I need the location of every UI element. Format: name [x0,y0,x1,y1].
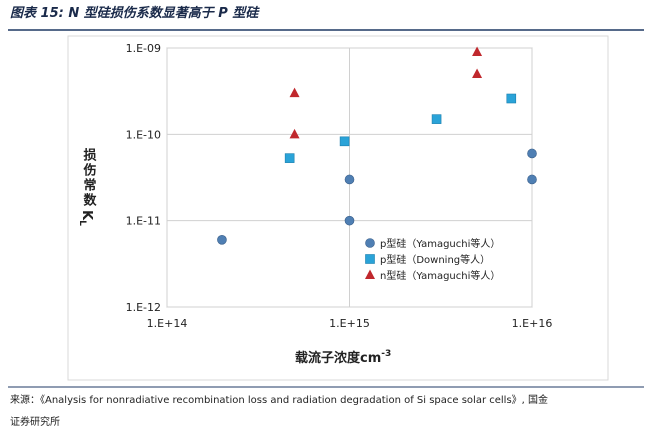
marker [472,68,483,78]
legend-label: p型硅（Downing等人） [380,253,490,266]
marker [344,215,355,226]
source-line: 证券研究所 [10,415,60,428]
source-line: 来源：《Analysis for nonradiative recombinat… [10,393,548,406]
chart-frame [67,35,609,381]
x-tick-label: 1.E+16 [512,317,553,330]
y-axis-symbol: KL [77,210,94,226]
y-axis-symbol-k: K [79,210,94,221]
y-tick-label: 1.E-10 [126,128,161,141]
legend-marker [365,254,375,264]
chart-title: 图表 15: N 型硅损伤系数显著高于 P 型硅 [10,5,260,21]
y-tick-label: 1.E-12 [126,301,161,314]
marker [527,148,537,159]
marker [472,46,483,56]
marker [344,174,355,185]
legend-marker [365,238,375,248]
x-axis-label-text: 载流子浓度cm [295,350,381,366]
marker [431,114,442,124]
marker [217,235,227,245]
y-tick-label: 1.E-11 [126,215,161,228]
y-axis-subscript: L [77,220,87,226]
marker [284,153,295,163]
marker [289,87,300,98]
marker [339,136,350,147]
x-tick-label: 1.E+15 [329,317,370,330]
legend-label: p型硅（Yamaguchi等人） [380,237,500,250]
x-tick-label: 1.E+14 [147,317,188,330]
marker [527,174,537,185]
y-axis-label: 损伤常数 [81,147,98,208]
x-axis-label: 载流子浓度cm-3 [295,349,391,366]
x-axis-superscript: -3 [381,349,391,359]
legend-marker [365,269,375,279]
legend-label: n型硅（Yamaguchi等人） [380,269,500,282]
y-tick-label: 1.E-09 [126,42,161,55]
marker [289,128,300,139]
marker [506,93,517,104]
